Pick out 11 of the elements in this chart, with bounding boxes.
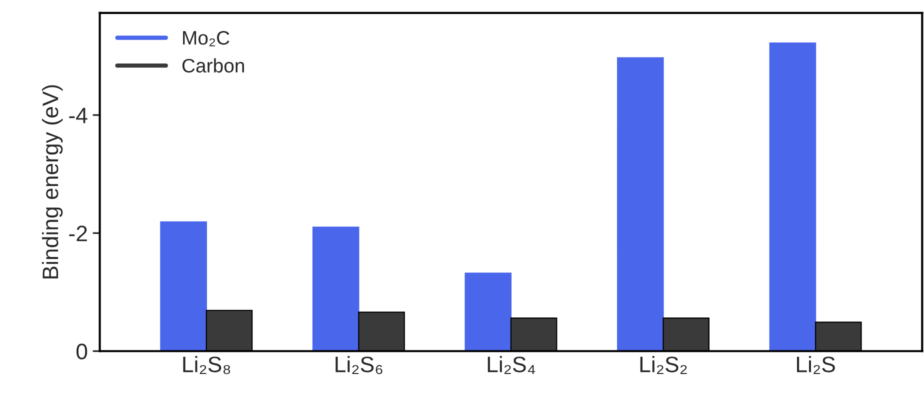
legend-label: Carbon bbox=[182, 58, 244, 73]
y-tick-label: 0 bbox=[76, 344, 88, 360]
y-tick-label: -4 bbox=[69, 108, 88, 124]
x-tick-label: Li₂S bbox=[797, 356, 835, 374]
x-tick-label: Li₂S₆ bbox=[336, 356, 382, 374]
x-tick-label: Li₂S₂ bbox=[640, 356, 687, 374]
y-tick-label: -2 bbox=[69, 226, 87, 242]
x-tick-label: Li₂S₈ bbox=[183, 356, 230, 374]
legend-label: Mo₂C bbox=[183, 30, 230, 46]
x-tick-label: Li₂S₄ bbox=[488, 356, 536, 374]
y-axis-title: Binding energy (eV) bbox=[42, 85, 63, 278]
